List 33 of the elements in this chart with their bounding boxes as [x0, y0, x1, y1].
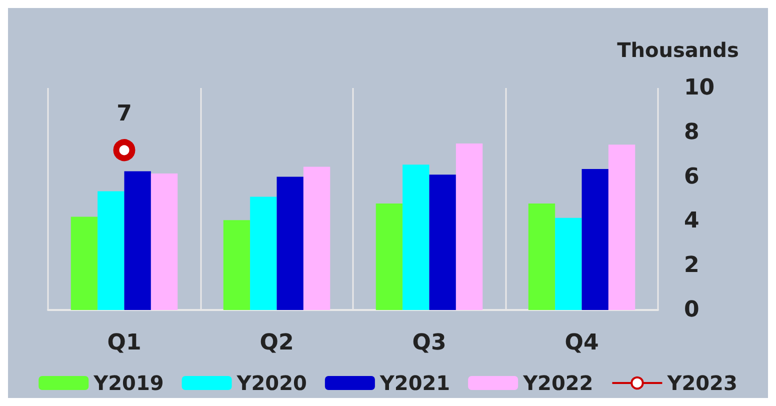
bar — [98, 191, 124, 310]
bar — [303, 166, 330, 310]
bar — [402, 164, 430, 310]
y-tick-label: 10 — [684, 76, 715, 100]
y-tick-label: 6 — [684, 164, 700, 190]
bar — [250, 196, 277, 310]
legend-label: Y2021 — [378, 371, 450, 395]
bar — [276, 176, 304, 310]
y-tick-label: 8 — [684, 120, 700, 145]
bar — [223, 220, 250, 310]
bar — [124, 171, 151, 310]
bar — [456, 144, 483, 310]
data-label: 7 — [116, 102, 132, 127]
bar — [150, 173, 178, 310]
legend-label: Y2020 — [236, 371, 307, 395]
bar — [70, 216, 98, 310]
y-axis-title: Thousands — [617, 38, 739, 62]
bar — [429, 174, 456, 310]
bar — [376, 203, 403, 310]
legend-label: Y2023 — [666, 371, 738, 395]
legend-label: Y2022 — [522, 371, 594, 395]
bar — [582, 169, 608, 310]
bar — [555, 218, 582, 310]
bar — [528, 203, 556, 310]
y-tick-label: 4 — [684, 208, 700, 234]
legend-label: Y2019 — [92, 371, 164, 395]
x-tick-label: Q1 — [107, 330, 142, 356]
y-tick-label: 0 — [684, 298, 700, 322]
y-tick-label: 2 — [684, 253, 700, 278]
x-tick-label: Q3 — [412, 330, 446, 356]
x-tick-label: Q4 — [564, 330, 599, 356]
bar — [608, 144, 636, 310]
x-tick-label: Q2 — [260, 330, 294, 356]
